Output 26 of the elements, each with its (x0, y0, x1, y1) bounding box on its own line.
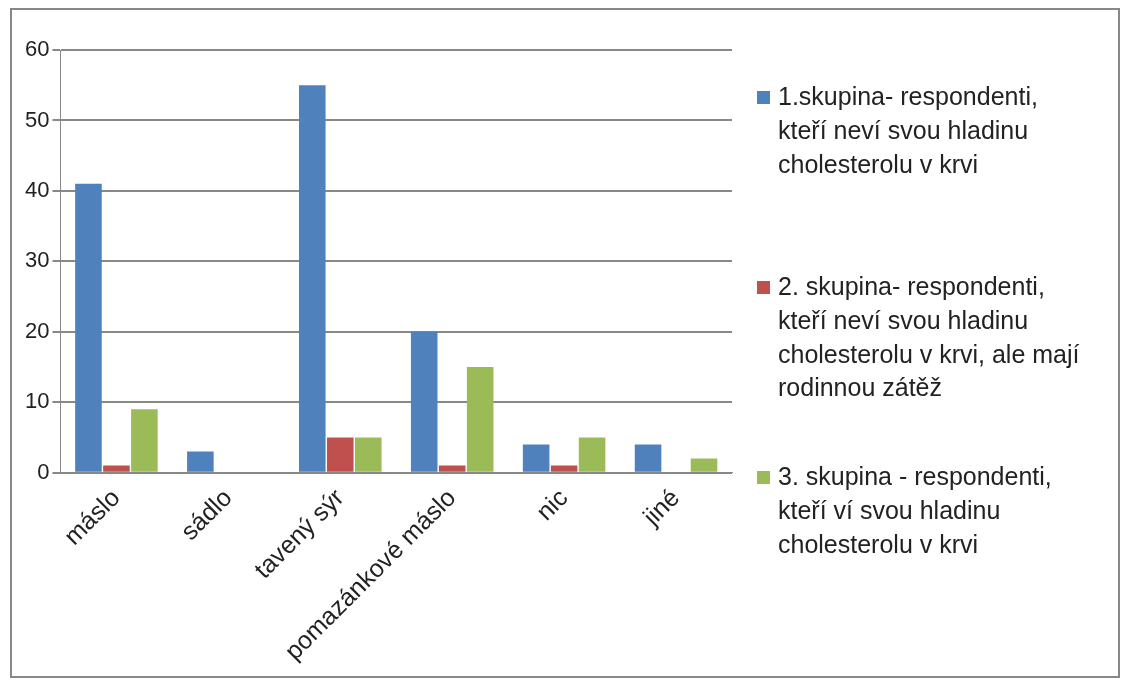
bar (550, 465, 578, 472)
legend-label: 1.skupina- respondenti, kteří neví svou hladinu cholesterolu v krvi (778, 81, 1039, 180)
bar (103, 465, 130, 472)
bar (690, 458, 718, 472)
bar (187, 451, 214, 472)
y-tick-label: 60 (24, 36, 50, 62)
x-tick-label: nic (530, 482, 573, 526)
bar (578, 437, 606, 472)
bar (634, 444, 662, 472)
y-tick-label: 50 (24, 106, 50, 132)
bar (438, 465, 466, 472)
bar (354, 437, 382, 472)
y-tick-label: 10 (24, 388, 50, 414)
bar (522, 444, 550, 472)
y-tick-label: 30 (24, 247, 50, 273)
bar (466, 366, 494, 472)
legend-label: 3. skupina - respondenti, kteří ví svou hladinu cholesterolu v krvi (778, 461, 1053, 560)
bar (410, 331, 438, 472)
y-tick-label: 20 (24, 317, 50, 343)
legend-label: 2. skupina- respondenti, kteří neví svou hladinu cholesterolu v krvi, ale mají rodinnou zátěž (778, 271, 1081, 404)
bar (75, 183, 102, 472)
y-tick-label: 40 (24, 176, 50, 202)
bar (299, 85, 326, 472)
y-tick-label: 0 (37, 458, 50, 484)
bar (131, 409, 158, 472)
bar (326, 437, 354, 472)
